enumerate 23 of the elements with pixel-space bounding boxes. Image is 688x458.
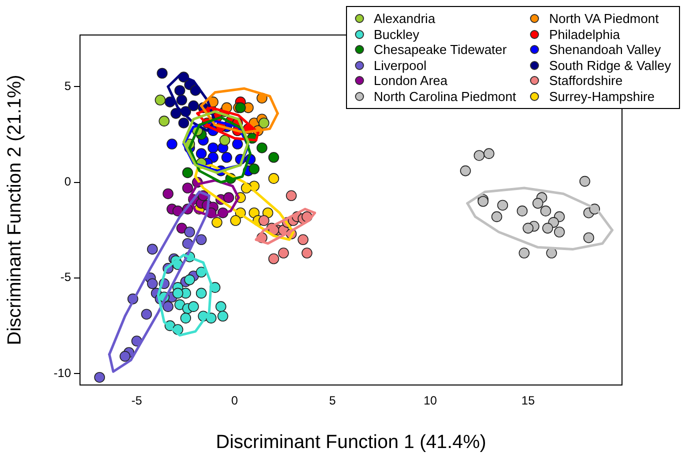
y-axis-title: Discriminant Function 2 (21.1%) [4, 74, 26, 346]
legend-label: North Carolina Piedmont [374, 88, 516, 104]
legend-label: Surrey-Hampshire [549, 88, 655, 104]
legend-label: Liverpool [374, 58, 427, 73]
x-tick-label: 10 [424, 394, 438, 408]
legend-label: Philadelphia [549, 26, 620, 42]
legend-label: Staffordshire [549, 73, 623, 88]
x-tick-label: 15 [521, 394, 536, 408]
y-tick-label: -5 [60, 270, 72, 284]
legend-label: Chesapeake Tidewater [374, 42, 507, 58]
legend-label: Shenandoah Valley [549, 42, 661, 58]
legend-label: Buckley [374, 26, 420, 42]
y-tick-label: -10 [54, 366, 72, 380]
x-tick-label: -5 [131, 394, 142, 408]
legend-label: London Area [374, 73, 448, 88]
x-tick-label: 5 [329, 394, 336, 408]
legend-label: Alexandria [374, 11, 436, 26]
x-tick-label: 0 [231, 394, 238, 408]
y-tick-label: 0 [64, 174, 72, 189]
legend-label: North VA Piedmont [549, 11, 659, 26]
y-tick-label: 5 [64, 78, 72, 93]
x-axis-title: Discriminant Function 1 (41.4%) [216, 432, 486, 453]
legend-label: South Ridge & Valley [549, 58, 671, 73]
